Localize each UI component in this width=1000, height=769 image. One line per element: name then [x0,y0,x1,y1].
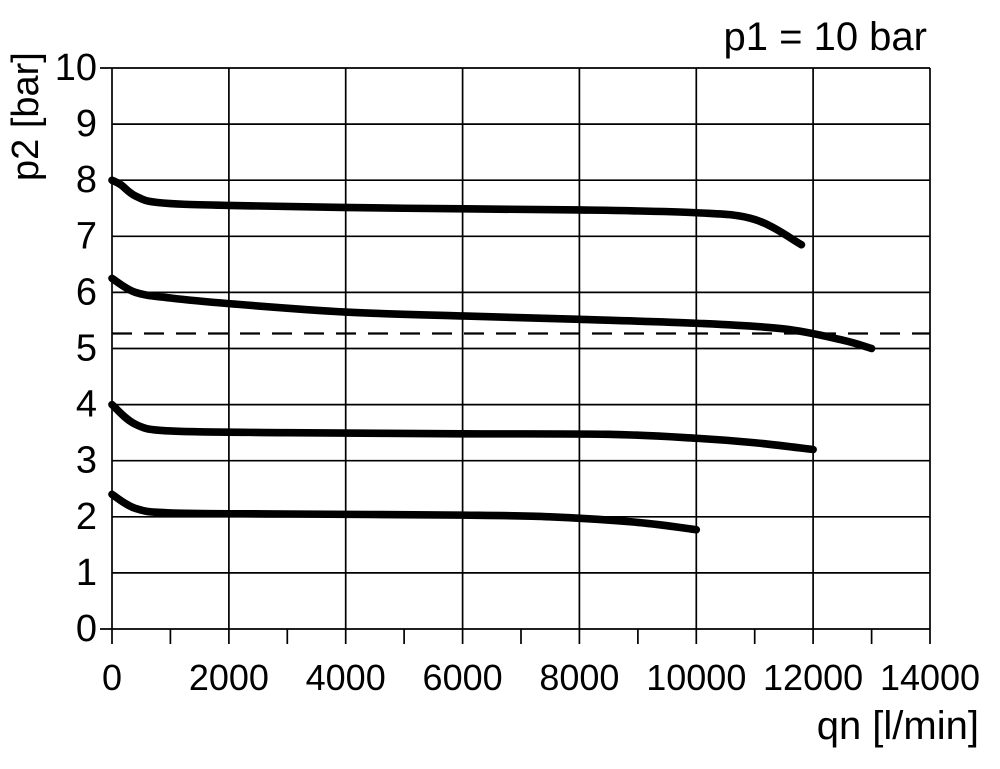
svg-text:8: 8 [76,159,97,201]
svg-text:9: 9 [76,103,97,145]
svg-text:0: 0 [102,657,122,698]
svg-text:14000: 14000 [880,657,980,698]
svg-text:12000: 12000 [763,657,863,698]
svg-text:10: 10 [55,47,97,89]
svg-text:qn [l/min]: qn [l/min] [817,704,979,748]
svg-text:4: 4 [76,384,97,426]
svg-text:6: 6 [76,271,97,313]
svg-text:5: 5 [76,328,97,370]
svg-text:2000: 2000 [189,657,269,698]
svg-text:3: 3 [76,440,97,482]
svg-text:7: 7 [76,215,97,257]
svg-text:8000: 8000 [539,657,619,698]
svg-text:p1 = 10 bar: p1 = 10 bar [724,15,928,59]
svg-text:4000: 4000 [306,657,386,698]
svg-text:p2 [bar]: p2 [bar] [5,52,47,181]
svg-text:0: 0 [76,608,97,650]
svg-text:6000: 6000 [423,657,503,698]
svg-text:2: 2 [76,496,97,538]
svg-text:10000: 10000 [646,657,746,698]
svg-text:1: 1 [76,552,97,594]
